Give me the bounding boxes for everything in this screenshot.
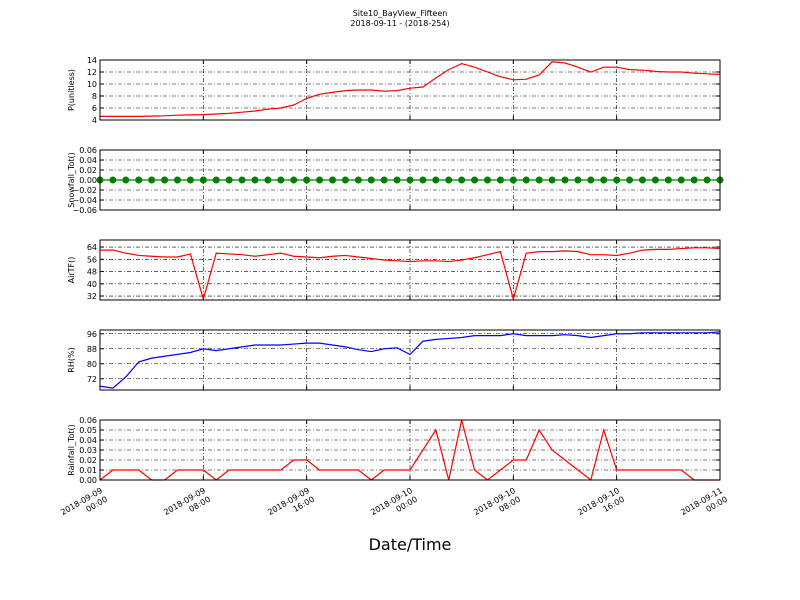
y-axis-label: Rainfall_Tot() (67, 424, 76, 476)
data-point (290, 176, 298, 184)
data-point (509, 176, 517, 184)
data-point (135, 176, 143, 184)
y-tick-label: 96 (87, 330, 97, 339)
data-point (574, 176, 582, 184)
y-tick-label: 40 (87, 280, 97, 289)
data-point (238, 176, 246, 184)
data-point (341, 176, 349, 184)
y-tick-label: 0.01 (79, 466, 97, 475)
y-tick-label: 4 (92, 116, 97, 125)
y-tick-label: 0.06 (79, 416, 97, 425)
y-tick-label: 0.00 (79, 476, 97, 485)
plot-frame (99, 419, 721, 481)
data-point (161, 176, 169, 184)
data-point (639, 176, 646, 184)
y-tick-label: 0.05 (79, 426, 97, 435)
data-point (199, 176, 207, 184)
data-point (367, 176, 375, 184)
data-point (677, 176, 685, 184)
data-point (174, 176, 181, 184)
data-point (316, 176, 324, 184)
data-point (212, 176, 220, 184)
chart-subtitle: 2018-09-11 - (2018-254) (350, 19, 449, 28)
x-axis-label: Date/Time (369, 535, 452, 554)
data-point (406, 176, 414, 184)
y-tick-label: 0.04 (79, 156, 97, 165)
data-point (587, 176, 595, 184)
y-axis-label: Snowfall_Tot() (67, 152, 76, 208)
data-line (99, 419, 720, 482)
plot-frame (99, 239, 721, 301)
data-point (471, 176, 479, 184)
y-tick-label: 14 (87, 56, 97, 65)
data-point (496, 176, 504, 184)
data-point (651, 176, 659, 184)
data-point (225, 176, 233, 184)
data-line (100, 61, 721, 117)
data-point (626, 176, 634, 184)
y-tick-label: 56 (87, 255, 97, 264)
plot-frame (99, 329, 721, 391)
data-point (445, 176, 453, 184)
y-tick-label: 88 (87, 345, 97, 354)
y-tick-label: −0.02 (72, 186, 97, 195)
data-point (703, 176, 711, 184)
data-point (277, 176, 285, 184)
data-point (548, 176, 556, 184)
data-point (354, 176, 362, 184)
y-tick-label: 32 (87, 292, 97, 301)
y-axis-label: RH(%) (67, 347, 76, 372)
data-point (535, 176, 543, 184)
data-point (264, 176, 272, 184)
y-tick-label: 48 (87, 268, 97, 277)
data-line (99, 331, 721, 389)
y-tick-label: 0.06 (79, 146, 97, 155)
data-point (484, 176, 491, 184)
data-point (419, 176, 427, 184)
y-tick-label: 0.02 (79, 456, 97, 465)
data-point (251, 176, 259, 184)
data-point (664, 176, 672, 184)
y-tick-label: 80 (87, 360, 97, 369)
data-point (329, 176, 336, 184)
y-tick-label: 72 (87, 375, 97, 384)
data-point (600, 176, 608, 184)
data-point (122, 176, 130, 184)
y-tick-label: 64 (87, 243, 97, 252)
data-line (100, 247, 721, 302)
data-point (432, 176, 440, 184)
y-axis-label: AirTF() (67, 257, 76, 284)
data-point (690, 176, 698, 184)
plot-frame (99, 59, 721, 121)
y-tick-label: 0.00 (79, 176, 97, 185)
data-point (148, 176, 156, 184)
data-point (393, 176, 401, 184)
y-axis-label: P(unitless) (67, 69, 76, 111)
data-point (613, 176, 621, 184)
data-point (380, 176, 388, 184)
data-point (561, 176, 569, 184)
y-tick-label: 6 (92, 104, 97, 113)
y-tick-label: 12 (87, 68, 97, 77)
y-tick-label: −0.06 (72, 206, 97, 215)
y-tick-label: 10 (87, 80, 97, 89)
plot-frame (99, 149, 721, 211)
data-point (458, 176, 466, 184)
data-point (303, 176, 311, 184)
y-tick-label: 8 (92, 92, 97, 101)
y-tick-label: 0.02 (79, 166, 97, 175)
data-point (109, 176, 117, 184)
chart-title: Site10_BayView_Fifteen (353, 9, 448, 18)
data-point (186, 176, 194, 184)
y-tick-label: 0.04 (79, 436, 97, 445)
y-tick-label: −0.04 (72, 196, 97, 205)
data-point (522, 176, 530, 184)
y-tick-label: 0.03 (79, 446, 97, 455)
